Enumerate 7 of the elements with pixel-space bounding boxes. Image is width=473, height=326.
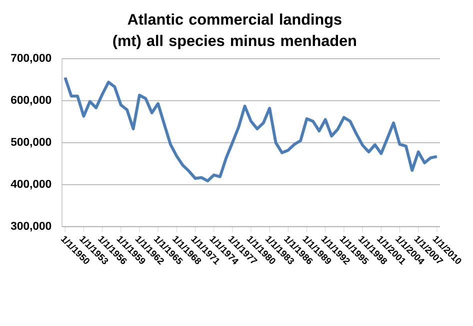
- y-tick-label: 300,000: [10, 222, 52, 232]
- y-tick-label: 500,000: [10, 138, 52, 148]
- chart-title: Atlantic commercial landings (mt) all species minus menhaden: [113, 14, 356, 50]
- y-tick-label: 400,000: [10, 180, 52, 190]
- y-tick-label: 700,000: [11, 54, 52, 64]
- line-series: [64, 76, 438, 182]
- y-tick-label: 600,000: [11, 96, 52, 106]
